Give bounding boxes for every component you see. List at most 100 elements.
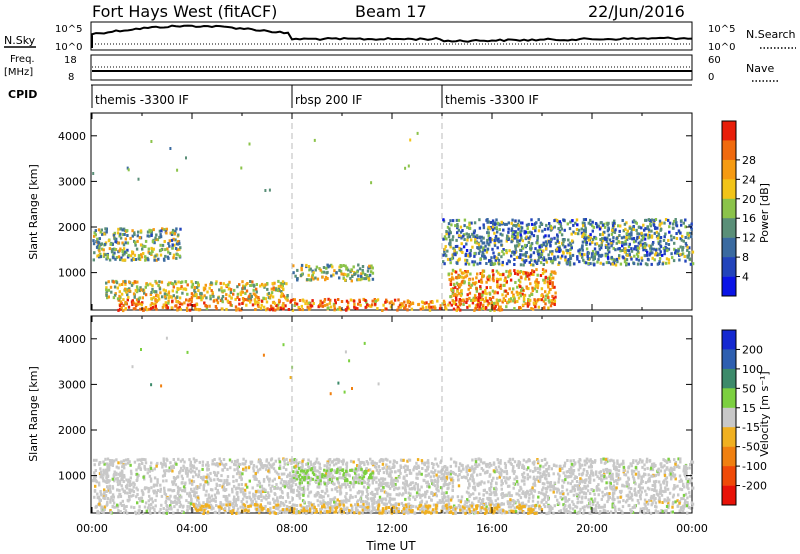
heatmap-cell — [337, 470, 341, 474]
heatmap-cell — [180, 489, 184, 493]
heatmap-cell — [657, 232, 660, 236]
heatmap-cell — [151, 500, 154, 504]
heatmap-cell — [556, 498, 559, 502]
heatmap-cell — [305, 299, 308, 303]
heatmap-cell — [111, 243, 114, 246]
heatmap-cell — [656, 226, 659, 230]
heatmap-cell — [375, 500, 378, 504]
heatmap-cell — [480, 235, 483, 239]
heatmap-cell — [467, 281, 471, 285]
heatmap-cell — [118, 283, 121, 287]
heatmap-cell — [549, 488, 552, 492]
heatmap-cell — [135, 468, 138, 472]
heatmap-cell — [651, 468, 655, 472]
heatmap-cell — [472, 509, 475, 513]
heatmap-cell — [451, 292, 454, 296]
heatmap-cell — [498, 223, 501, 227]
heatmap-cell — [646, 225, 649, 229]
heatmap-cell — [443, 302, 446, 306]
heatmap-cell — [163, 240, 166, 243]
heatmap-cell — [262, 296, 265, 300]
heatmap-cell — [545, 260, 549, 264]
heatmap-cell — [221, 295, 225, 298]
heatmap-cell — [646, 510, 649, 514]
heatmap-cell — [383, 466, 386, 470]
heatmap-cell — [149, 229, 153, 233]
heatmap-cell — [276, 303, 280, 307]
heatmap-cell — [564, 500, 567, 504]
heatmap-cell — [359, 278, 362, 282]
heatmap-cell — [176, 300, 179, 304]
heatmap-cell — [220, 462, 224, 466]
heatmap-cell — [266, 475, 269, 479]
heatmap-cell — [268, 494, 271, 498]
heatmap-cell — [497, 253, 500, 257]
heatmap-cell — [280, 285, 283, 289]
heatmap-cell — [470, 283, 474, 287]
heatmap-cell — [547, 296, 550, 300]
heatmap-cell — [665, 261, 668, 265]
heatmap-cell — [480, 239, 483, 243]
heatmap-cell — [221, 485, 224, 489]
heatmap-cell — [214, 463, 218, 467]
heatmap-cell — [419, 508, 422, 512]
heatmap-cell — [659, 222, 662, 226]
heatmap-cell — [111, 247, 114, 251]
heatmap-cell — [661, 465, 664, 469]
heatmap-cell — [468, 291, 472, 295]
heatmap-cell — [141, 296, 144, 300]
heatmap-cell — [224, 297, 228, 301]
heatmap-cell — [471, 473, 474, 477]
heatmap-cell — [544, 240, 548, 244]
heatmap-cell — [420, 485, 423, 489]
heatmap-cell — [687, 487, 690, 491]
heatmap-cell — [134, 243, 137, 247]
heatmap-cell — [536, 236, 539, 240]
heatmap-cell — [537, 305, 540, 309]
heatmap-cell — [129, 469, 133, 473]
heatmap-cell — [686, 232, 689, 236]
heatmap-cell — [502, 298, 505, 302]
heatmap-cell — [606, 248, 610, 252]
heatmap-cell — [595, 470, 598, 474]
heatmap-cell — [495, 298, 499, 302]
heatmap-cell — [125, 478, 128, 482]
heatmap-cell — [571, 500, 574, 504]
heatmap-cell — [507, 477, 510, 481]
heatmap-cell — [123, 505, 127, 509]
heatmap-cell — [449, 243, 452, 247]
heatmap-cell — [150, 140, 153, 143]
heatmap-cell — [451, 479, 455, 482]
heatmap-cell — [481, 248, 485, 251]
heatmap-cell — [409, 492, 412, 496]
heatmap-cell — [513, 250, 516, 254]
heatmap-cell — [466, 498, 469, 502]
heatmap-cell — [361, 492, 364, 496]
heatmap-cell — [338, 472, 342, 476]
heatmap-cell — [562, 240, 565, 244]
heatmap-cell — [106, 296, 109, 300]
heatmap-cell — [195, 491, 198, 495]
heatmap-cell — [115, 281, 119, 285]
heatmap-cell — [144, 461, 148, 465]
heatmap-cell — [268, 477, 271, 481]
heatmap-cell — [102, 479, 106, 483]
heatmap-cell — [671, 505, 674, 509]
heatmap-cell — [287, 308, 291, 311]
heatmap-cell — [378, 478, 381, 482]
heatmap-cell — [398, 304, 402, 308]
heatmap-cell — [176, 475, 180, 479]
heatmap-cell — [566, 459, 569, 462]
heatmap-cell — [530, 491, 533, 495]
heatmap-cell — [273, 302, 277, 306]
heatmap-cell — [252, 494, 256, 498]
heatmap-cell — [510, 228, 513, 232]
heatmap-cell — [124, 279, 127, 283]
heatmap-cell — [364, 273, 367, 277]
heatmap-cell — [255, 500, 258, 504]
heatmap-cell — [591, 238, 595, 241]
heatmap-cell — [141, 288, 144, 292]
heatmap-cell — [150, 234, 153, 237]
heatmap-cell — [375, 480, 378, 484]
heatmap-cell — [493, 290, 497, 294]
